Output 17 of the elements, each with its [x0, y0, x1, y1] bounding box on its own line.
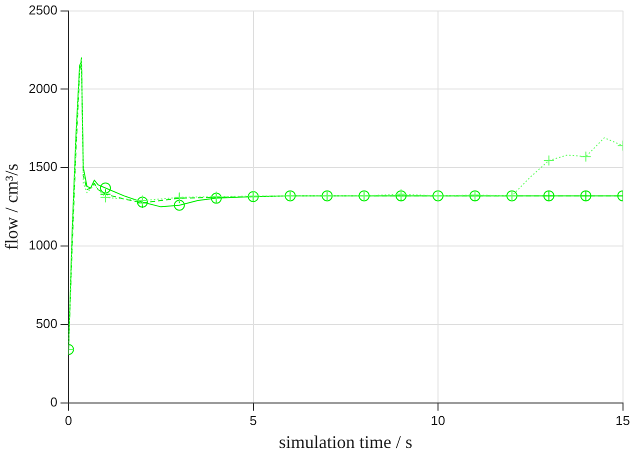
- point: [100, 182, 111, 194]
- y-tick-label: 0: [50, 394, 58, 410]
- point: [580, 151, 592, 162]
- x-tick-label: 15: [616, 413, 630, 428]
- x-tick-label: 0: [64, 413, 72, 428]
- y-axis-title: flow / cm³/s: [2, 164, 22, 250]
- y-tick-label: 500: [36, 316, 58, 331]
- x-axis-title: simulation time / s: [278, 432, 412, 452]
- x-tick-label: 5: [250, 413, 257, 428]
- x-tick-label: 10: [430, 413, 446, 428]
- y-tick-label: 2000: [28, 80, 58, 96]
- y-tick-label: 1000: [28, 238, 58, 253]
- y-tick-label: 1500: [28, 159, 58, 174]
- point: [543, 155, 554, 166]
- point: [174, 200, 185, 211]
- point: [100, 192, 111, 203]
- y-tick-label: 2500: [28, 2, 58, 18]
